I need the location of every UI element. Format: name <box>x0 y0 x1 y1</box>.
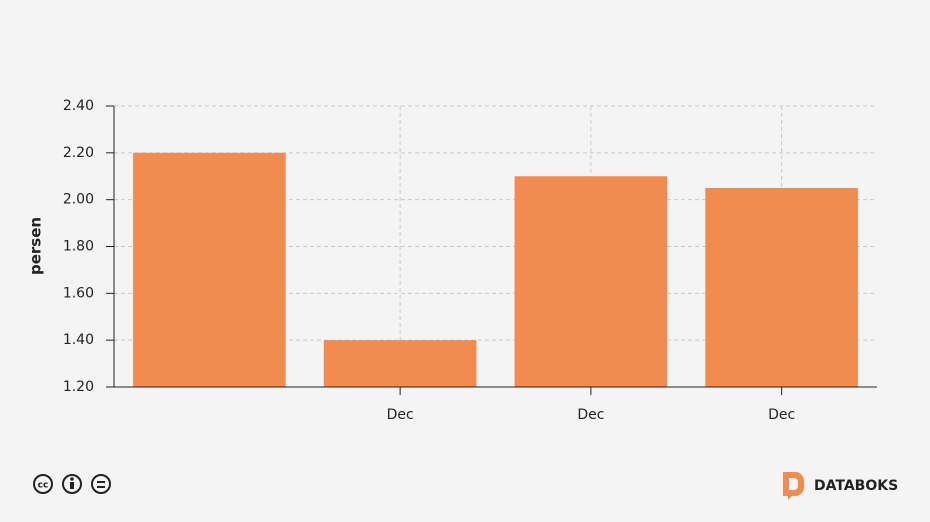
brand-logo-inner <box>789 478 798 490</box>
svg-text:cc: cc <box>38 481 49 491</box>
y-tick-label: 1.60 <box>63 285 94 301</box>
x-tick-label: Dec <box>387 407 414 423</box>
y-tick-label: 1.20 <box>63 379 94 395</box>
y-tick-label: 1.40 <box>63 332 94 348</box>
bar <box>514 176 668 387</box>
bar <box>705 187 858 387</box>
brand-name: DATABOKS <box>814 478 898 494</box>
bar <box>323 340 477 387</box>
bar <box>133 152 286 387</box>
x-tick-label: Dec <box>768 407 795 423</box>
y-tick-label: 2.00 <box>63 192 94 208</box>
cc-icons: cc <box>33 474 111 494</box>
x-tick-label: Dec <box>577 407 604 423</box>
y-tick-label: 2.20 <box>63 145 94 161</box>
y-axis-label: persen <box>27 217 45 275</box>
y-tick-label: 2.40 <box>63 98 94 114</box>
y-tick-label: 1.80 <box>63 239 94 255</box>
